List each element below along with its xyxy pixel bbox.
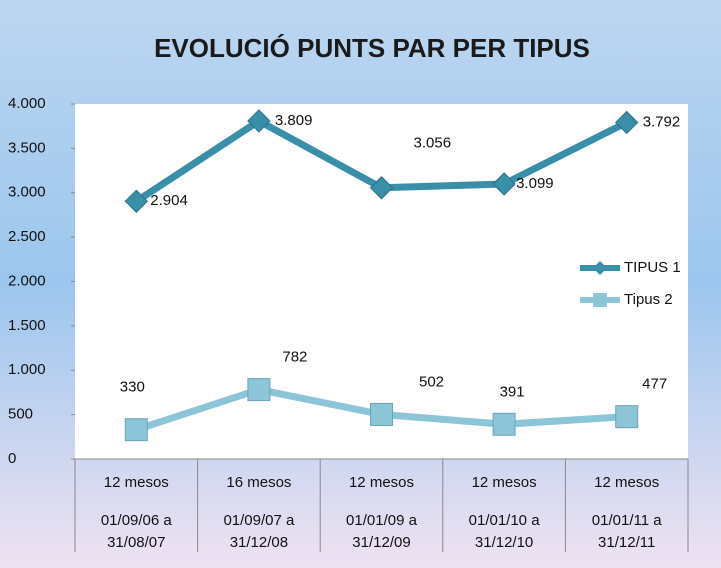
data-label: 502	[419, 373, 444, 390]
y-tick-label: 500	[8, 406, 33, 423]
x-tick-label: 01/09/07 a	[223, 512, 295, 529]
data-label: 782	[282, 349, 307, 366]
x-tick-label: 01/01/09 a	[346, 512, 418, 529]
y-tick-label: 1.500	[8, 317, 46, 334]
x-tick-label: 01/01/10 a	[469, 512, 541, 529]
data-label: 330	[120, 379, 145, 396]
x-tick-label: 12 mesos	[594, 474, 659, 491]
chart-title: EVOLUCIÓ PUNTS PAR PER TIPUS	[154, 33, 590, 63]
legend-marker	[593, 293, 607, 307]
x-tick-label: 01/09/06 a	[101, 512, 173, 529]
y-tick-label: 3.500	[8, 139, 46, 156]
data-label: 2.904	[150, 192, 188, 209]
y-tick-label: 0	[8, 450, 16, 467]
x-tick-label: 31/12/08	[230, 534, 288, 551]
point	[492, 172, 516, 196]
y-tick-label: 2.000	[8, 272, 46, 289]
y-tick-label: 3.000	[8, 184, 46, 201]
point	[124, 418, 148, 442]
data-label: 3.792	[643, 113, 681, 130]
plot-area	[75, 104, 688, 459]
data-label: 3.099	[516, 175, 554, 192]
point	[370, 402, 393, 426]
x-tick-label: 01/01/11 a	[592, 512, 662, 529]
x-tick-label: 31/12/09	[352, 534, 410, 551]
data-label: 3.809	[275, 112, 313, 129]
x-tick-label: 31/08/07	[107, 534, 165, 551]
x-tick-label: 16 mesos	[226, 474, 291, 491]
legend-marker	[593, 261, 607, 275]
point	[614, 110, 639, 135]
point	[369, 176, 394, 200]
data-label: 477	[642, 376, 667, 393]
data-label: 391	[500, 383, 525, 400]
data-label: 3.056	[414, 135, 452, 152]
y-tick-label: 4.000	[8, 95, 46, 112]
x-tick-label: 12 mesos	[349, 474, 414, 491]
point	[615, 405, 639, 429]
x-tick-label: 31/12/10	[475, 534, 533, 551]
point	[247, 109, 271, 133]
point	[247, 378, 271, 402]
x-tick-label: 12 mesos	[472, 474, 537, 491]
point	[124, 189, 149, 213]
legend-label: TIPUS 1	[624, 259, 681, 276]
x-tick-label: 31/12/11	[598, 534, 655, 551]
y-tick-label: 2.500	[8, 228, 46, 245]
legend-label: Tipus 2	[624, 291, 673, 308]
point	[492, 412, 516, 436]
x-tick-label: 12 mesos	[104, 474, 169, 491]
y-tick-label: 1.000	[8, 361, 46, 378]
